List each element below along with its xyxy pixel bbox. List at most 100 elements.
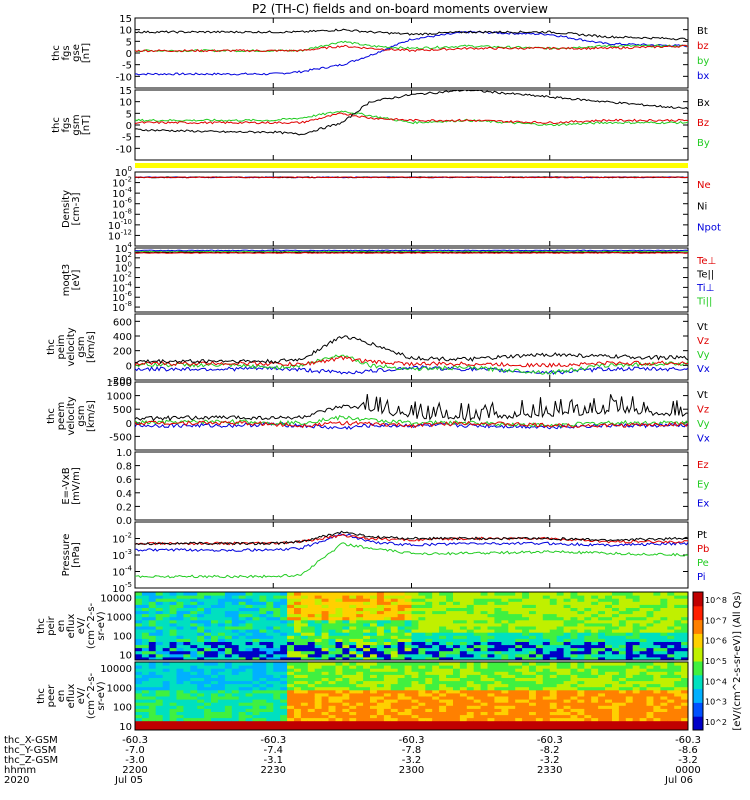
spectrogram-cell xyxy=(625,601,634,605)
spectrogram-cell xyxy=(314,653,323,658)
spectrogram-cell xyxy=(453,683,461,688)
spectrogram-cell xyxy=(535,717,544,722)
spectrogram-cell xyxy=(446,604,454,608)
spectrogram-cell xyxy=(141,723,150,728)
spectrogram-cell xyxy=(466,601,475,605)
spectrogram-cell xyxy=(439,647,447,652)
y-axis-label: thc peim velocity gsm [km/s] xyxy=(46,327,97,366)
spectrogram-cell xyxy=(466,696,475,700)
spectrogram-cell xyxy=(204,644,212,649)
spectrogram-cell xyxy=(300,689,309,694)
spectrogram-cell xyxy=(176,662,184,666)
spectrogram-cell xyxy=(162,626,171,630)
spectrogram-cell xyxy=(660,638,668,642)
spectrogram-cell xyxy=(390,683,399,688)
spectrogram-cell xyxy=(584,647,592,652)
footer-value: 2330 xyxy=(537,765,562,776)
y-axis-label-line: eV/ xyxy=(76,617,87,634)
spectrogram-cell xyxy=(321,680,329,685)
spectrogram-cell xyxy=(556,653,565,658)
spectrogram-cell xyxy=(425,720,433,725)
spectrogram-cell xyxy=(584,616,592,621)
spectrogram-cell xyxy=(411,650,419,655)
spectrogram-cell xyxy=(335,607,343,612)
spectrogram-cell xyxy=(632,604,641,608)
spectrogram-cell xyxy=(591,677,599,682)
spectrogram-cell xyxy=(480,696,488,700)
spectrogram-cell xyxy=(577,683,585,688)
spectrogram-cell xyxy=(522,647,530,652)
spectrogram-cell xyxy=(169,686,177,691)
spectrogram-cell xyxy=(190,610,198,615)
spectrogram-cell xyxy=(515,686,523,691)
spectrogram-cell xyxy=(598,689,606,694)
spectrogram-cell xyxy=(363,601,371,605)
spectrogram-cell xyxy=(376,610,385,615)
spectrogram-cell xyxy=(183,638,191,642)
spectrogram-cell xyxy=(273,677,281,682)
spectrogram-cell xyxy=(162,720,171,725)
spectrogram-cell xyxy=(577,604,585,608)
spectrogram-cell xyxy=(466,662,475,666)
spectrogram-cell xyxy=(681,650,689,655)
y-axis-label-line: en xyxy=(56,690,67,703)
spectrogram-cell xyxy=(162,616,171,621)
spectrogram-cell xyxy=(273,592,281,596)
spectrogram-cell xyxy=(508,723,516,728)
spectrogram-cell xyxy=(549,696,558,700)
spectrogram-cell xyxy=(515,592,523,596)
spectrogram-cell xyxy=(404,677,412,682)
spectrogram-cell xyxy=(453,650,461,655)
spectrogram-cell xyxy=(245,702,253,706)
spectrogram-cell xyxy=(605,656,613,661)
spectrogram-cell xyxy=(432,671,440,675)
spectrogram-cell xyxy=(148,619,157,624)
spectrogram-cell xyxy=(577,723,585,728)
spectrogram-cell xyxy=(549,656,558,661)
spectrogram-cell xyxy=(383,702,392,706)
spectrogram-cell xyxy=(549,626,558,630)
spectrogram-cell xyxy=(487,674,495,678)
spectrogram-cell xyxy=(266,598,274,602)
spectrogram-cell xyxy=(556,662,565,666)
spectrogram-cell xyxy=(598,711,606,716)
spectrogram-cell xyxy=(577,726,585,731)
spectrogram-cell xyxy=(259,629,267,633)
spectrogram-cell xyxy=(342,613,350,618)
spectrogram-cell xyxy=(612,632,620,636)
spectrogram-cell xyxy=(466,616,475,621)
spectrogram-cell xyxy=(190,702,198,706)
spectrogram-cell xyxy=(639,601,647,605)
spectrogram-cell xyxy=(321,619,329,624)
spectrogram-cell xyxy=(570,616,578,621)
colorbar-tick-label: 10^2 xyxy=(705,718,727,727)
spectrogram-cell xyxy=(266,635,274,639)
spectrogram-cell xyxy=(363,686,371,691)
spectrogram-cell xyxy=(370,662,378,666)
spectrogram-cell xyxy=(245,683,253,688)
spectrogram-cell xyxy=(224,668,233,672)
spectrogram-cell xyxy=(508,699,516,703)
spectrogram-cell xyxy=(418,705,426,709)
spectrogram-cell xyxy=(653,647,661,652)
spectrogram-cell xyxy=(563,714,571,719)
spectrogram-cell xyxy=(183,622,191,627)
spectrogram-cell xyxy=(439,683,447,688)
spectrogram-cell xyxy=(280,647,288,652)
spectrogram-cell xyxy=(383,668,392,672)
spectrogram-cell xyxy=(459,595,468,599)
spectrogram-cell xyxy=(294,607,302,612)
spectrogram-cell xyxy=(556,595,565,599)
spectrogram-cell xyxy=(563,689,571,694)
spectrogram-cell xyxy=(515,702,523,706)
spectrogram-cell xyxy=(183,613,191,618)
spectrogram-cell xyxy=(612,723,620,728)
spectrogram-cell xyxy=(515,601,523,605)
spectrogram-cell xyxy=(390,708,399,712)
spectrogram-cell xyxy=(252,680,260,685)
spectrogram-cell xyxy=(273,696,281,700)
spectrogram-cell xyxy=(300,708,309,712)
spectrogram-cell xyxy=(660,595,668,599)
spectrogram-cell xyxy=(529,650,537,655)
spectrogram-cell xyxy=(632,607,641,612)
